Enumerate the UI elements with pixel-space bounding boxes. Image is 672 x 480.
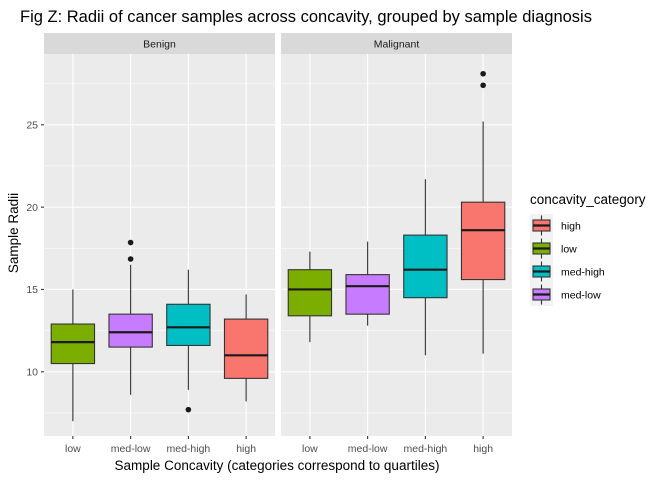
facet-panel: Malignant low med-low med-high high [281, 33, 512, 455]
y-axis: 10 15 20 25 [26, 120, 44, 378]
box-iqr [223, 318, 269, 379]
facet-strip [44, 33, 275, 54]
legend-entry: med-low [530, 283, 601, 306]
facet-panels: Benign low med-low med-high high Malignant low… [26, 33, 512, 455]
x-tick-label: med-low [348, 443, 388, 455]
y-axis-title: Sample Radii [6, 193, 21, 273]
box-iqr [108, 313, 153, 348]
y-tick-label: 25 [26, 120, 38, 132]
box-iqr [50, 323, 96, 365]
legend-label: high [561, 221, 581, 233]
box-high [460, 70, 506, 354]
box-low [287, 251, 333, 343]
facet-strip-label: Malignant [374, 39, 420, 51]
x-tick-label: high [236, 443, 256, 455]
legend-label: med-high [561, 267, 605, 279]
facet-panel: Benign low med-low med-high high [44, 33, 275, 455]
box-iqr [460, 201, 506, 281]
y-tick-label: 20 [26, 202, 38, 214]
box-high [223, 294, 269, 402]
x-tick-label: high [473, 443, 493, 455]
box-med-high [403, 179, 448, 356]
x-tick-label: med-high [403, 443, 447, 455]
box-low [50, 289, 96, 422]
x-axis-title: Sample Concavity (categories correspond … [115, 458, 440, 473]
facet-strip-label: Benign [143, 39, 176, 51]
box-iqr [287, 269, 333, 317]
box-med-high [166, 269, 211, 413]
box-iqr [345, 274, 390, 315]
y-tick-label: 10 [26, 366, 38, 378]
box-med-low [345, 241, 390, 326]
outlier-point [480, 70, 486, 77]
legend-entry: low [530, 237, 577, 260]
facet-strip [281, 33, 512, 54]
x-tick-label: med-high [166, 443, 210, 455]
x-tick-label: low [302, 443, 318, 455]
legend-label: med-low [561, 290, 601, 302]
box-iqr [403, 234, 448, 299]
y-tick-label: 15 [26, 284, 38, 296]
outlier-point [127, 256, 134, 262]
outlier-point [480, 82, 486, 89]
chart-title: Fig Z: Radii of cancer samples across co… [20, 8, 592, 26]
outlier-point [185, 406, 192, 413]
legend-title: concavity_category [530, 192, 646, 207]
outlier-point [127, 239, 134, 246]
x-tick-label: med-low [111, 443, 151, 455]
x-tick-label: low [65, 443, 81, 455]
box-med-low [108, 239, 153, 395]
legend-label: low [561, 244, 577, 256]
legend-entry: high [530, 214, 581, 237]
legend-entry: med-high [530, 260, 605, 283]
box-iqr [166, 303, 211, 346]
